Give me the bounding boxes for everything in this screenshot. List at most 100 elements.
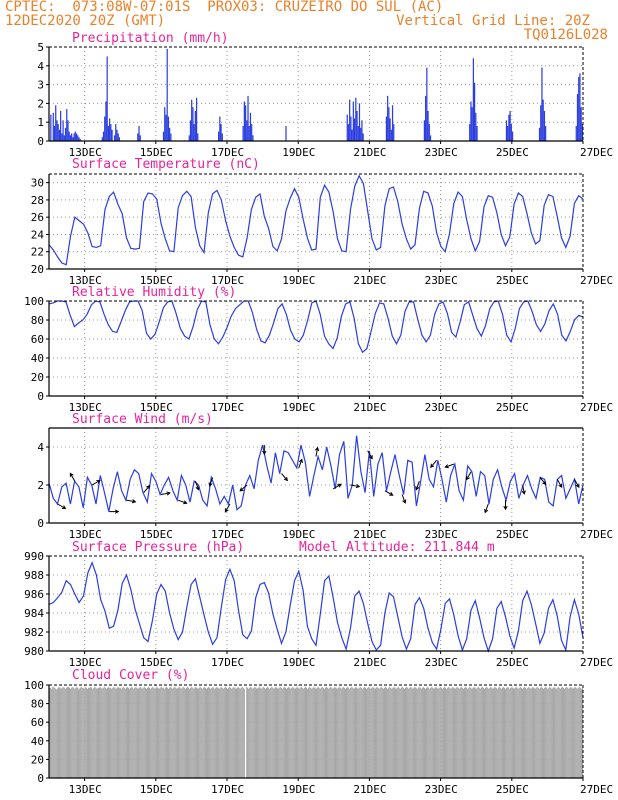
cloud-bar [379, 687, 381, 778]
cloud-bar [534, 688, 536, 778]
cloud-bar [105, 688, 107, 778]
cloud-bar [139, 686, 141, 778]
precip-bar [106, 56, 108, 141]
cloud-bar [377, 687, 379, 778]
cloud-bar [291, 687, 293, 778]
precip-bar [581, 124, 583, 141]
cloud-bar [419, 687, 421, 778]
cloud-bar [504, 687, 506, 778]
cloud-bar [186, 686, 189, 778]
cloud-bar [297, 687, 299, 778]
cloud-bar [51, 688, 53, 778]
cloud-bar [512, 687, 514, 778]
cloud-bar [499, 687, 501, 778]
precip-bar [470, 101, 472, 141]
cloud-bar [119, 687, 121, 778]
cloud-bar [400, 687, 402, 778]
wind-arrow-head [389, 491, 394, 496]
cloud-bar [574, 686, 576, 778]
cloud-bar [496, 688, 498, 778]
x-tick-label: 13DEC [69, 656, 102, 669]
header-model-id: TQ0126L028 [523, 27, 608, 43]
wind-arrow-head [444, 464, 449, 469]
cloud-bar [106, 687, 108, 778]
cloud-bar [393, 686, 395, 778]
precip-bar [221, 133, 223, 141]
cloud-bar [172, 688, 174, 778]
cloud-bar [116, 687, 118, 778]
cloud-bar [340, 688, 342, 778]
cloud-bar [398, 687, 400, 778]
cloud-bar [566, 686, 568, 778]
cloud-bar [133, 688, 135, 778]
cloud-bar [200, 687, 202, 778]
cloud-bar [433, 688, 435, 778]
precip-bar [61, 133, 63, 141]
x-tick-label: 19DEC [282, 274, 315, 287]
cloud-bar [86, 688, 88, 778]
cloud-bar [111, 688, 113, 778]
x-tick-label: 13DEC [69, 783, 102, 796]
y-tick-label: 1 [37, 116, 44, 129]
header-grid-line: Vertical Grid Line: 20Z [396, 13, 590, 29]
cloud-bar [540, 686, 542, 778]
cloud-bar [120, 688, 122, 778]
cloud-bar [237, 686, 239, 778]
cloud-bar [403, 688, 405, 778]
precip-bar [349, 99, 351, 141]
wind-arrow-head [208, 482, 213, 487]
cloud-bar [318, 687, 320, 778]
x-tick-label: 15DEC [140, 528, 173, 541]
cloud-bar [360, 687, 362, 778]
cloud-bar [465, 686, 467, 778]
x-tick-label: 23DEC [425, 401, 458, 414]
cloud-bar [77, 687, 79, 778]
wind-arrow-head [337, 483, 342, 488]
cloud-bar [198, 687, 200, 778]
cloud-bar [73, 687, 75, 778]
cloud-bar [304, 686, 306, 778]
cloud-bar [309, 686, 311, 778]
cloud-bar [101, 688, 103, 778]
precip-bar [242, 125, 244, 141]
x-tick-label: 19DEC [282, 146, 315, 159]
precip-bar [425, 95, 427, 141]
precip-bar [110, 124, 112, 141]
cloud-bar [546, 687, 548, 778]
cloud-bar [270, 687, 272, 778]
y-tick-label: 4 [37, 60, 44, 73]
precip-bar [116, 129, 118, 141]
cloud-bar [448, 686, 450, 778]
cloud-bar [350, 687, 352, 778]
cloud-bar [233, 686, 235, 778]
cloud-bar [535, 687, 537, 778]
precip-bar [118, 137, 121, 141]
precip-bar [389, 118, 391, 141]
precip-bar [541, 67, 543, 141]
precip-bar [78, 137, 80, 141]
cloud-bar [343, 687, 345, 778]
cloud-bar [63, 687, 65, 778]
precip-bar [64, 127, 67, 141]
cloud-bar [220, 686, 222, 778]
cloud-bar [252, 688, 254, 778]
cloud-bar [473, 686, 475, 778]
precip-bar [74, 131, 76, 141]
cloud-bar [467, 688, 469, 778]
precip-bar [218, 131, 220, 141]
cloud-bar [98, 687, 100, 778]
wind-arrow [224, 503, 231, 513]
cloud-bar [528, 686, 530, 778]
cloud-bar [414, 686, 416, 778]
x-tick-label: 17DEC [211, 656, 244, 669]
cloud-bar [436, 687, 438, 778]
wind-arrow [350, 484, 360, 488]
cloud-bar [493, 687, 495, 778]
cloud-bar [491, 687, 493, 778]
cloud-bar [527, 687, 529, 778]
wind-arrow [126, 499, 136, 503]
cloud-bar [99, 686, 101, 778]
cloud-bar [168, 688, 170, 778]
cloud-bar [188, 687, 190, 778]
cloud-bar [196, 687, 198, 778]
